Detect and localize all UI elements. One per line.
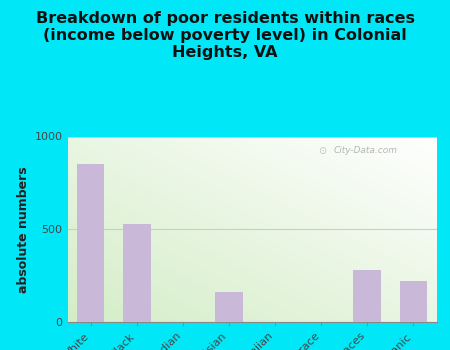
Bar — [400, 281, 427, 322]
Text: City-Data.com: City-Data.com — [333, 146, 397, 155]
Bar — [215, 292, 243, 322]
Bar — [354, 270, 381, 322]
Text: ⊙: ⊙ — [319, 146, 327, 156]
Y-axis label: absolute numbers: absolute numbers — [18, 166, 31, 293]
Bar — [76, 164, 104, 322]
Text: Breakdown of poor residents within races
(income below poverty level) in Colonia: Breakdown of poor residents within races… — [36, 10, 414, 60]
Bar — [123, 224, 150, 322]
